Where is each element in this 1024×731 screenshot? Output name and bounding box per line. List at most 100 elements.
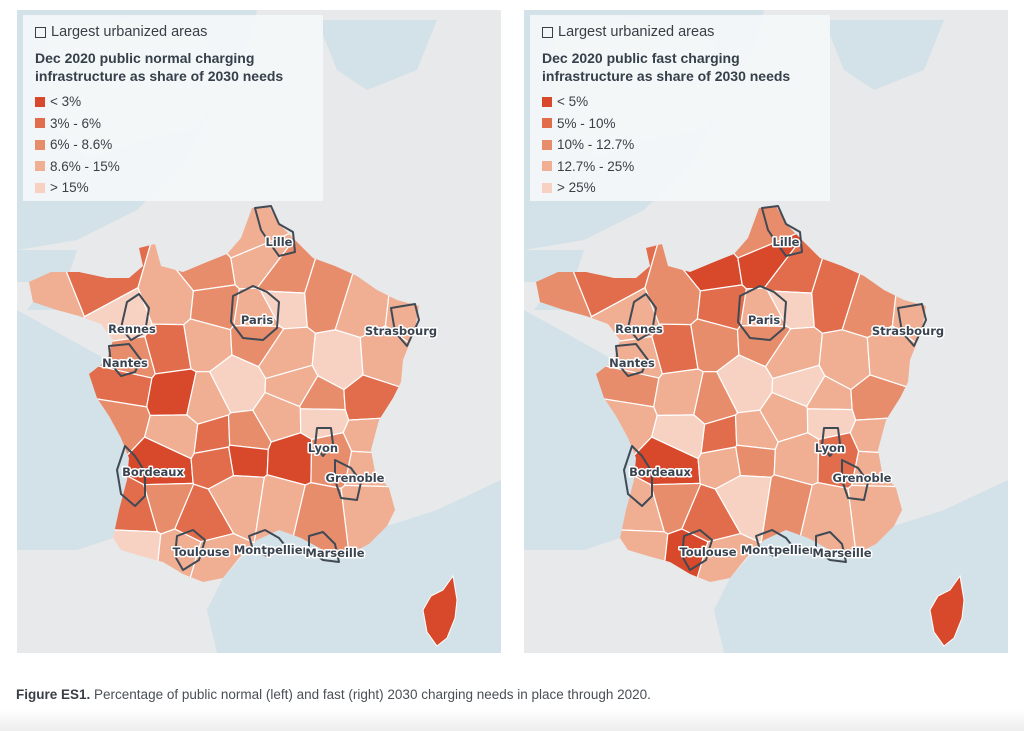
city-label-nantes: Nantes (609, 356, 655, 370)
city-label-marseille: Marseille (812, 546, 871, 560)
corsica-region (422, 574, 458, 647)
urban-area-outline (815, 531, 847, 563)
legend-normal-charging: Largest urbanized areas Dec 2020 public … (23, 15, 323, 201)
map-panel-fast-charging[interactable]: Lille Paris Rennes Nantes Strasbourg Lyon Bord… (524, 10, 1008, 653)
legend-item: 8.6% - 15% (35, 156, 313, 178)
legend-items: < 5% 5% - 10% 10% - 12.7% 12.7% - 25% > … (542, 91, 820, 199)
legend-swatch (542, 161, 552, 172)
legend-title-line1: Dec 2020 public normal charging (35, 50, 255, 66)
legend-urban-label: Largest urbanized areas (558, 24, 715, 40)
urban-area-outline (174, 529, 206, 571)
legend-title-line1: Dec 2020 public fast charging (542, 50, 740, 66)
city-label-lyon: Lyon (308, 441, 338, 455)
urban-area-outline (230, 285, 280, 341)
legend-swatch (35, 182, 45, 193)
legend-item-label: > 15% (50, 180, 89, 196)
caption-text: Percentage of public normal (left) and f… (90, 687, 651, 702)
city-label-bordeaux: Bordeaux (122, 465, 184, 479)
city-label-rennes: Rennes (108, 322, 156, 336)
urban-area-outline (627, 293, 657, 341)
legend-item-label: 6% - 8.6% (50, 137, 113, 153)
legend-item-label: 12.7% - 25% (557, 158, 635, 174)
legend-title-line2: infrastructure as share of 2030 needs (542, 68, 791, 84)
legend-swatch (35, 96, 45, 107)
urban-area-outline (116, 445, 146, 507)
city-label-grenoble: Grenoble (833, 471, 892, 485)
legend-item: 10% - 12.7% (542, 134, 820, 156)
city-label-lille: Lille (773, 235, 800, 249)
bottom-fade (0, 710, 1024, 731)
legend-item-label: 10% - 12.7% (557, 137, 635, 153)
urban-area-outline (314, 427, 334, 457)
city-label-montpellier: Montpellier (234, 543, 309, 557)
urban-area-outline (248, 529, 288, 557)
urban-area-outline (390, 303, 420, 347)
legend-item-label: > 25% (557, 180, 596, 196)
urban-area-outline (120, 293, 150, 341)
legend-item: 12.7% - 25% (542, 156, 820, 178)
legend-item-label: 3% - 6% (50, 115, 102, 131)
department-region (228, 444, 269, 478)
legend-item: > 15% (35, 177, 313, 199)
urban-area-outline (334, 459, 362, 501)
legend-item: < 3% (35, 91, 313, 113)
legend-fast-charging: Largest urbanized areas Dec 2020 public … (530, 15, 830, 201)
legend-swatch (35, 161, 45, 172)
legend-swatch (35, 118, 45, 129)
city-label-lyon: Lyon (815, 441, 845, 455)
legend-title: Dec 2020 public normal charging infrastr… (35, 49, 313, 85)
city-label-nantes: Nantes (102, 356, 148, 370)
map-panel-normal-charging[interactable]: Lille Paris Rennes Nantes Strasbourg Lyon Bord… (17, 10, 501, 653)
legend-item: < 5% (542, 91, 820, 113)
urban-area-outline (737, 285, 787, 341)
urban-area-outline (108, 343, 142, 377)
sea-north (317, 20, 437, 90)
urban-area-outline (897, 303, 927, 347)
city-label-montpellier: Montpellier (741, 543, 816, 557)
urban-area-outline (623, 445, 653, 507)
legend-item: > 25% (542, 177, 820, 199)
urban-area-outline (681, 529, 713, 571)
city-label-bordeaux: Bordeaux (629, 465, 691, 479)
city-label-strasbourg: Strasbourg (365, 324, 437, 338)
legend-item: 6% - 8.6% (35, 134, 313, 156)
sea-biscay (524, 310, 636, 550)
legend-item-label: < 3% (50, 94, 82, 110)
legend-swatch (542, 139, 552, 150)
legend-title: Dec 2020 public fast charging infrastruc… (542, 49, 820, 85)
corsica-region (929, 574, 965, 647)
legend-item-label: 5% - 10% (557, 115, 616, 131)
urban-area-outline (254, 205, 296, 257)
city-label-grenoble: Grenoble (326, 471, 385, 485)
legend-urban-areas: Largest urbanized areas (542, 23, 820, 41)
legend-swatch (35, 139, 45, 150)
legend-item-label: 8.6% - 15% (50, 158, 120, 174)
legend-title-line2: infrastructure as share of 2030 needs (35, 68, 284, 84)
sea-biscay (17, 310, 129, 550)
sea-north (824, 20, 944, 90)
legend-swatch (542, 182, 552, 193)
city-label-strasbourg: Strasbourg (872, 324, 944, 338)
city-label-rennes: Rennes (615, 322, 663, 336)
legend-urban-label: Largest urbanized areas (51, 24, 208, 40)
urban-area-outline (821, 427, 841, 457)
city-label-marseille: Marseille (305, 546, 364, 560)
city-label-paris: Paris (748, 313, 780, 327)
department-region (735, 444, 776, 478)
urban-outline-icon (35, 26, 46, 38)
urban-area-outline (308, 531, 340, 563)
city-label-toulouse: Toulouse (679, 545, 736, 559)
urban-area-outline (755, 529, 795, 557)
legend-swatch (542, 96, 552, 107)
city-label-toulouse: Toulouse (172, 545, 229, 559)
urban-outline-icon (542, 26, 553, 38)
figure-caption: Figure ES1. Percentage of public normal … (16, 684, 776, 705)
legend-item: 3% - 6% (35, 113, 313, 135)
legend-item: 5% - 10% (542, 113, 820, 135)
urban-area-outline (761, 205, 803, 257)
legend-swatch (542, 118, 552, 129)
legend-item-label: < 5% (557, 94, 589, 110)
legend-urban-areas: Largest urbanized areas (35, 23, 313, 41)
city-label-paris: Paris (241, 313, 273, 327)
city-label-lille: Lille (266, 235, 293, 249)
